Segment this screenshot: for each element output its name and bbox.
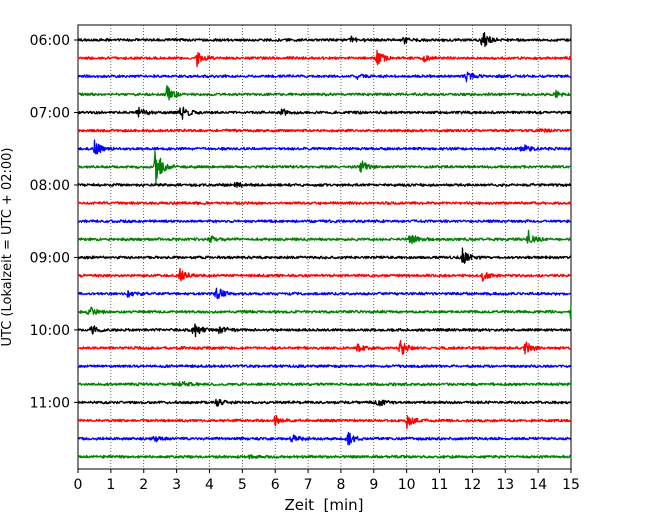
- y-tick-label: 11:00: [30, 395, 70, 411]
- x-tick-label: 0: [74, 477, 83, 493]
- trace-1045: [77, 380, 572, 387]
- trace-1145: [77, 454, 572, 460]
- trace-0915: [77, 267, 572, 282]
- trace-0800: [77, 181, 572, 188]
- y-tick-label: 06:00: [30, 33, 70, 49]
- trace-0900: [77, 247, 572, 264]
- trace-0600: [77, 31, 572, 48]
- vertical-grid: [110, 25, 539, 469]
- trace-0945: [77, 303, 572, 319]
- trace-1000: [77, 323, 572, 338]
- trace-0730: [77, 139, 572, 155]
- plot-frame: [77, 24, 572, 470]
- x-axis-ticks: 0 1 2 3 4 5 6 7 8 9 10 11 12 13 14 15: [74, 469, 580, 493]
- y-tick-label: 09:00: [30, 250, 70, 266]
- x-tick-label: 1: [106, 477, 115, 493]
- x-axis-label: Zeit [min]: [284, 496, 363, 514]
- trace-0700: [77, 106, 572, 120]
- x-tick-label: 13: [496, 477, 514, 493]
- x-tick-label: 10: [398, 477, 416, 493]
- x-tick-label: 14: [529, 477, 547, 493]
- trace-0745: [77, 150, 572, 186]
- x-tick-label: 4: [205, 477, 214, 493]
- y-axis-label: UTC (Lokalzeit = UTC + 02:00): [0, 148, 15, 347]
- trace-0930: [77, 287, 572, 300]
- seismogram-traces: [77, 31, 572, 460]
- x-tick-label: 5: [238, 477, 247, 493]
- trace-1130: [77, 431, 572, 446]
- trace-0815: [77, 201, 572, 206]
- x-tick-label: 15: [562, 477, 580, 493]
- x-tick-label: 2: [139, 477, 148, 493]
- trace-1115: [77, 414, 572, 430]
- x-tick-label: 12: [463, 477, 481, 493]
- x-tick-label: 8: [336, 477, 345, 493]
- trace-0615: [77, 49, 572, 68]
- x-tick-label: 6: [271, 477, 280, 493]
- x-tick-label: 3: [172, 477, 181, 493]
- y-tick-label: 10:00: [30, 323, 70, 339]
- x-tick-label: 9: [369, 477, 378, 493]
- trace-0715: [77, 128, 572, 133]
- x-tick-label: 11: [431, 477, 449, 493]
- trace-1100: [77, 398, 572, 407]
- trace-0645: [77, 85, 572, 101]
- trace-1030: [77, 364, 572, 369]
- trace-1015: [77, 339, 572, 355]
- y-axis-ticks: 06:00 07:00 08:00 09:00 10:00 11:00: [30, 33, 78, 411]
- trace-0845: [77, 229, 572, 245]
- x-tick-label: 7: [304, 477, 313, 493]
- y-tick-label: 07:00: [30, 105, 70, 121]
- trace-0830: [77, 219, 572, 224]
- y-tick-label: 08:00: [30, 178, 70, 194]
- trace-0630: [77, 71, 572, 83]
